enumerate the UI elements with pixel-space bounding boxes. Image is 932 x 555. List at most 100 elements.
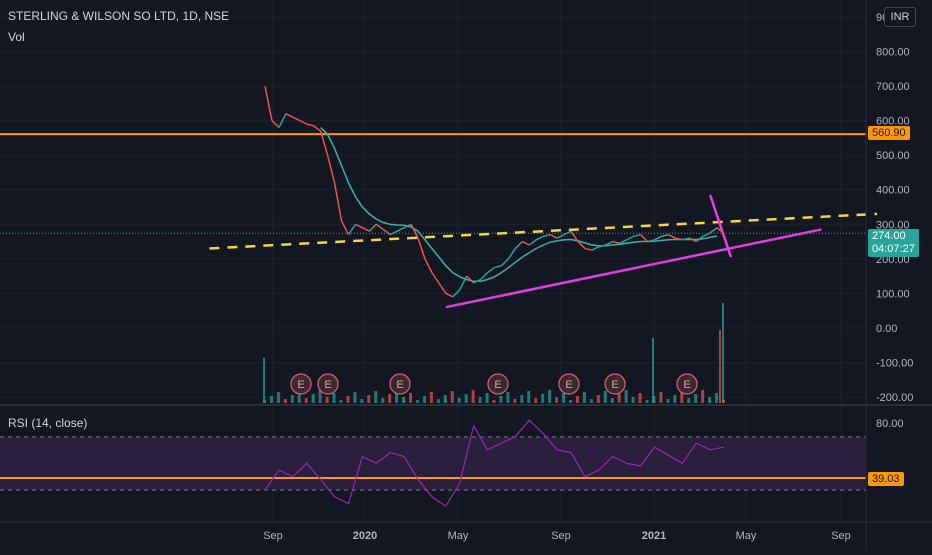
earnings-marker[interactable]: E	[389, 373, 411, 395]
earnings-letter: E	[565, 379, 572, 391]
volume-bar	[318, 390, 322, 403]
price-segment	[584, 247, 593, 251]
price-segment	[389, 230, 398, 236]
price-segment	[709, 227, 718, 234]
volume-bar	[680, 391, 684, 403]
volume-bar	[346, 396, 350, 403]
magenta-support	[445, 228, 822, 309]
earnings-letter: E	[324, 379, 331, 391]
price-tick-label: 500.00	[876, 150, 910, 162]
volume-bar	[429, 392, 433, 403]
price-segment	[396, 227, 405, 232]
price-segment	[563, 230, 572, 236]
price-tick-label: 600.00	[876, 116, 910, 128]
price-tick-label: -100.00	[876, 357, 913, 369]
volume-bar	[575, 396, 579, 403]
price-segment	[333, 182, 343, 221]
volume-bar	[276, 392, 280, 403]
trend-lines[interactable]	[209, 194, 878, 309]
price-segment	[695, 235, 704, 243]
price-segment	[507, 248, 516, 260]
volume-bar	[673, 395, 677, 403]
price-segment	[445, 292, 454, 298]
volume-bar	[631, 397, 635, 403]
price-segment	[459, 275, 468, 291]
price-segment	[355, 223, 363, 229]
currency-button[interactable]: INR	[884, 7, 916, 27]
price-segment	[535, 235, 544, 241]
price-segment	[326, 154, 336, 184]
price-segment	[675, 237, 683, 241]
price-segment	[431, 272, 440, 284]
volume-bar	[332, 393, 336, 403]
price-segment	[299, 119, 308, 125]
earnings-circle	[290, 373, 312, 395]
earnings-letter: E	[297, 379, 304, 391]
price-segment	[549, 233, 558, 239]
resistance-price-tag: 560.90	[868, 126, 910, 140]
volume-bar	[659, 392, 663, 403]
earnings-marker[interactable]: E	[604, 373, 626, 395]
volume-bar	[457, 398, 461, 403]
volume-bar	[367, 395, 371, 403]
price-segment	[591, 246, 600, 251]
volume-bar	[666, 399, 670, 403]
earnings-circle	[317, 373, 339, 395]
volume-bar	[395, 390, 399, 403]
volume-bar	[569, 400, 572, 403]
earnings-circle	[487, 373, 509, 395]
volume-bar	[464, 394, 468, 403]
price-segment	[319, 130, 329, 156]
earnings-letter: E	[396, 379, 403, 391]
price-segment	[382, 228, 391, 236]
time-tick-label: May	[448, 530, 469, 542]
volume-bar	[610, 398, 614, 403]
price-segment	[702, 232, 711, 238]
price-tick-label: 300.00	[876, 219, 910, 231]
volume-bar	[687, 398, 691, 403]
earnings-marker[interactable]: E	[676, 373, 698, 395]
volume-bar	[325, 397, 329, 403]
price-segment	[340, 220, 350, 235]
volume-bar	[402, 397, 406, 403]
price-tick-label: 700.00	[876, 81, 910, 93]
earnings-marker[interactable]: E	[290, 373, 312, 395]
volume-bar	[534, 398, 538, 403]
price-segment	[417, 237, 426, 260]
volume-bar	[582, 392, 586, 403]
rsi-tick-label: 80.00	[876, 418, 904, 430]
grid-lines	[0, 0, 866, 522]
volume-bar	[548, 390, 552, 403]
volume-bar	[339, 400, 343, 403]
rsi-band	[0, 436, 866, 491]
volume-bar	[520, 395, 524, 403]
volume-bar	[290, 395, 294, 403]
price-segment	[626, 235, 634, 241]
price-segment	[438, 282, 447, 294]
price-segment	[521, 240, 530, 246]
volume-label: Vol	[8, 30, 25, 44]
price-segment	[654, 235, 662, 241]
earnings-letter: E	[683, 379, 690, 391]
price-segment	[612, 240, 620, 245]
price-tick-label: 0.00	[876, 323, 897, 335]
price-tick-label: 400.00	[876, 185, 910, 197]
earnings-marker[interactable]: E	[487, 373, 509, 395]
time-tick-label: Sep	[263, 530, 283, 542]
earnings-marker[interactable]: E	[317, 373, 339, 395]
price-segment	[543, 233, 551, 238]
volume-bar	[436, 399, 440, 403]
volume-bar	[701, 390, 705, 403]
price-segment	[362, 227, 370, 232]
price-segment	[271, 120, 280, 129]
price-segment	[278, 113, 287, 128]
earnings-marker[interactable]: E	[558, 373, 580, 395]
volume-bar	[562, 393, 566, 403]
price-segment	[619, 239, 627, 244]
price-segment	[577, 241, 586, 249]
earnings-circle	[676, 373, 698, 395]
volume-bar	[283, 399, 287, 403]
